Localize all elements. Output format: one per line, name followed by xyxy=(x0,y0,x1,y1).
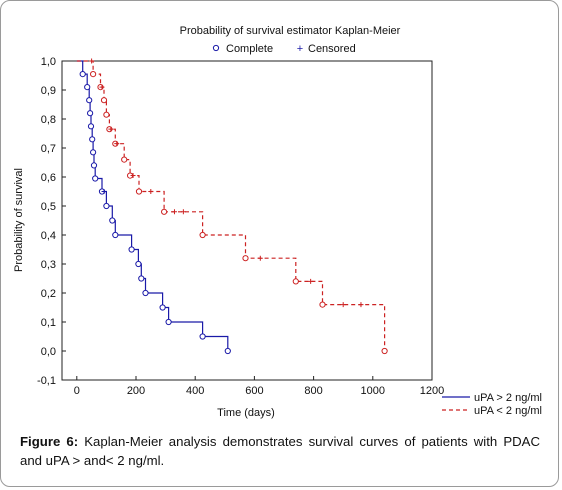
legend-label-upa-low: uPA < 2 ng/ml xyxy=(474,405,542,417)
y-tick-label: 0,0 xyxy=(41,346,56,358)
censored-point xyxy=(308,278,314,284)
x-tick-label: 800 xyxy=(304,385,322,397)
caption-label: Figure 6: xyxy=(20,434,79,449)
event-point xyxy=(87,110,94,117)
y-tick-label: 0,6 xyxy=(41,172,56,184)
event-point xyxy=(84,84,91,91)
y-tick-label: 0,4 xyxy=(41,230,56,242)
y-tick-label: 0,7 xyxy=(41,143,56,155)
event-point xyxy=(224,347,231,355)
series-legend: uPA > 2 ng/ml uPA < 2 ng/ml xyxy=(442,392,542,417)
censored-point xyxy=(340,302,346,308)
x-tick-label: 1000 xyxy=(361,385,385,397)
event-point xyxy=(165,318,172,326)
event-point xyxy=(90,162,98,169)
event-point xyxy=(112,231,119,239)
figure-caption: Figure 6: Kaplan-Meier analysis demonstr… xyxy=(20,432,540,470)
event-point xyxy=(100,97,108,104)
event-point xyxy=(199,231,206,239)
event-point xyxy=(138,275,145,282)
x-tick-label: 1200 xyxy=(420,385,444,397)
event-point xyxy=(90,71,97,78)
event-point xyxy=(135,260,142,268)
event-point xyxy=(79,71,86,78)
event-point xyxy=(142,289,149,297)
marker-legend: Complete + Censored xyxy=(212,43,356,55)
y-tick-label: -0,1 xyxy=(37,375,56,387)
y-axis: -0,1 0,0 0,1 0,2 0,3 0,4 0,5 0,6 0,7 0,8 0,9 1,0 xyxy=(37,56,66,387)
survival-curve-upa-high xyxy=(76,60,229,351)
y-tick-label: 0,9 xyxy=(41,85,56,97)
y-tick-label: 1,0 xyxy=(41,56,56,68)
series-upa-high xyxy=(76,60,231,355)
y-axis-label: Probability of survival xyxy=(13,168,25,272)
y-tick-label: 0,1 xyxy=(41,317,56,329)
event-point xyxy=(90,149,97,156)
censored-point xyxy=(180,209,186,215)
event-point xyxy=(103,202,110,210)
y-tick-label: 0,8 xyxy=(41,114,56,126)
x-axis-label: Time (days) xyxy=(217,407,275,419)
censored-point xyxy=(101,189,107,194)
censored-point xyxy=(130,173,136,179)
legend-circle-symbol xyxy=(212,44,220,52)
event-point xyxy=(381,347,388,355)
event-point xyxy=(292,278,299,285)
y-tick-label: 0,5 xyxy=(41,201,56,213)
event-point xyxy=(92,175,99,182)
x-tick-label: 400 xyxy=(186,385,204,397)
censored-point xyxy=(358,302,364,308)
event-point xyxy=(128,246,135,253)
x-tick-label: 0 xyxy=(74,385,80,397)
caption-text: Kaplan-Meier analysis demonstrates survi… xyxy=(20,434,540,468)
censored-point xyxy=(108,126,114,132)
censored-point xyxy=(89,58,95,64)
x-tick-label: 200 xyxy=(127,385,145,397)
event-point xyxy=(135,188,143,195)
legend-plus-symbol: + xyxy=(297,43,303,55)
x-tick-label: 600 xyxy=(245,385,263,397)
censored-point xyxy=(99,84,105,90)
y-tick-label: 0,2 xyxy=(41,288,56,300)
event-point xyxy=(86,97,93,104)
event-point xyxy=(319,301,326,308)
censored-point xyxy=(114,141,120,147)
censored-point xyxy=(257,255,263,261)
event-point xyxy=(89,136,96,143)
event-point xyxy=(121,156,128,163)
chart-title: Probability of survival estimator Kaplan… xyxy=(180,25,401,37)
censored-point xyxy=(171,209,177,215)
y-tick-label: 0,3 xyxy=(41,259,56,271)
legend-complete-label: Complete xyxy=(226,43,273,55)
kaplan-meier-chart: Probability of survival estimator Kaplan… xyxy=(13,25,542,419)
event-point xyxy=(199,333,206,340)
series-layer xyxy=(76,58,388,355)
event-point xyxy=(103,111,110,118)
event-point xyxy=(159,304,166,311)
legend-label-upa-high: uPA > 2 ng/ml xyxy=(474,392,542,404)
event-point xyxy=(87,123,95,130)
censored-point xyxy=(148,189,154,194)
x-axis: 0 200 400 600 800 1000 1200 xyxy=(74,376,444,397)
series-upa-low xyxy=(76,58,388,355)
plot-area xyxy=(61,60,433,381)
event-point xyxy=(242,255,249,262)
event-point xyxy=(161,208,168,215)
event-point xyxy=(109,217,116,224)
legend-censored-label: Censored xyxy=(308,43,356,55)
survival-curve-upa-low xyxy=(76,60,386,351)
